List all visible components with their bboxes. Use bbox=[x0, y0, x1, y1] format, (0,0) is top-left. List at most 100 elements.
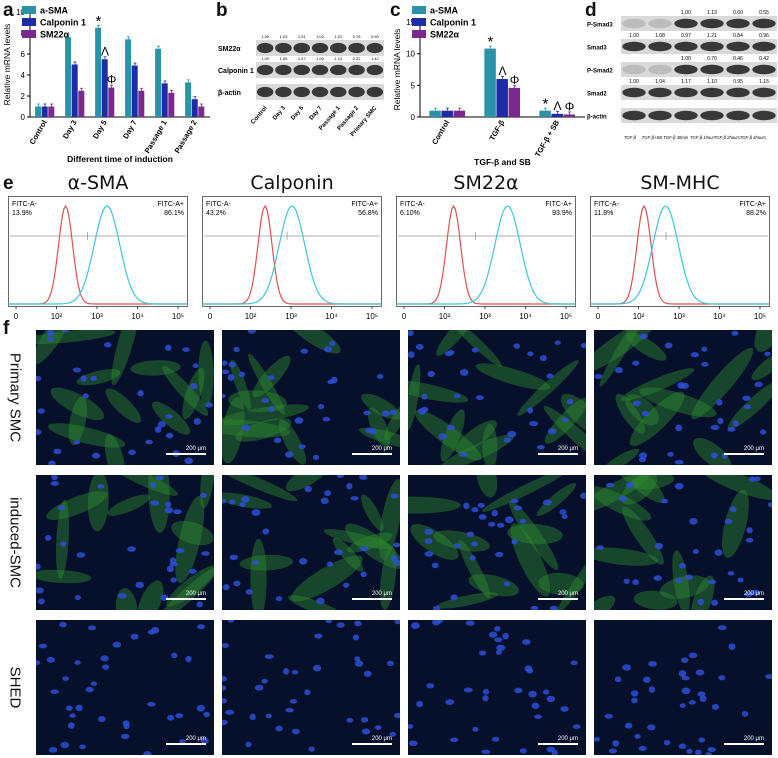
nucleus bbox=[46, 656, 56, 663]
blot-band-value: 0.95 bbox=[733, 79, 743, 85]
blot-band bbox=[293, 42, 310, 54]
nucleus bbox=[684, 574, 693, 581]
blot-band bbox=[622, 110, 646, 121]
flow-x-tick-label: 10² bbox=[439, 312, 451, 321]
nucleus bbox=[222, 719, 228, 726]
nucleus bbox=[491, 736, 500, 742]
blot-band bbox=[348, 64, 365, 76]
blot-band bbox=[275, 86, 292, 98]
cell-stain bbox=[380, 546, 397, 610]
blot-band bbox=[700, 41, 724, 52]
nucleus bbox=[80, 375, 87, 382]
cell-stain bbox=[620, 368, 695, 401]
nucleus bbox=[329, 340, 336, 346]
nucleus bbox=[554, 340, 561, 345]
flow-x-tick-label: 0 bbox=[596, 312, 601, 321]
nucleus bbox=[308, 746, 315, 752]
nucleus bbox=[754, 381, 763, 388]
nucleus bbox=[596, 545, 605, 550]
cell-stain bbox=[625, 332, 667, 361]
nucleus bbox=[513, 505, 523, 511]
nucleus bbox=[503, 437, 512, 443]
nucleus bbox=[169, 561, 178, 567]
nucleus bbox=[363, 410, 371, 416]
nucleus bbox=[408, 351, 415, 359]
nucleus bbox=[36, 429, 42, 436]
nucleus bbox=[534, 714, 542, 719]
cell-stain bbox=[285, 475, 330, 492]
blot-band bbox=[726, 18, 750, 29]
nucleus bbox=[717, 417, 724, 425]
nucleus bbox=[432, 605, 441, 610]
blot-row-label: β-actin bbox=[587, 115, 607, 121]
scale-bar-label: 200 μm bbox=[185, 446, 206, 452]
blot-band bbox=[330, 42, 347, 54]
cell-stain bbox=[510, 523, 551, 597]
flow-neg-label: FITC-A- bbox=[594, 201, 620, 208]
nucleus bbox=[317, 403, 325, 410]
blot-band-value: 1.00 bbox=[629, 33, 639, 39]
flow-histogram: FITC-A- 11.8% FITC-A+ 88.2% 0 10² 10³ 10⁴ 10⁵ bbox=[590, 196, 770, 321]
scale-bar bbox=[724, 743, 764, 745]
blot-band bbox=[700, 87, 724, 98]
nucleus bbox=[695, 669, 705, 676]
cell-stain bbox=[200, 475, 214, 509]
micrograph-canvas bbox=[594, 475, 772, 610]
blot-band bbox=[256, 64, 274, 76]
nucleus bbox=[759, 429, 767, 435]
micrograph-canvas bbox=[594, 330, 772, 465]
flow-histogram: FITC-A- 13.9% FITC-A+ 86.1% 0 10² 10³ 10⁴ 10⁵ bbox=[8, 196, 188, 321]
blot-band-value: 0.97 bbox=[681, 33, 691, 39]
flow-title: SM22α bbox=[453, 172, 519, 194]
cell-stain bbox=[115, 588, 138, 610]
nucleus bbox=[641, 410, 650, 417]
scale-bar-label: 200 μm bbox=[557, 446, 578, 452]
nucleus bbox=[92, 452, 101, 459]
blot-band bbox=[700, 110, 724, 121]
cell-stain bbox=[468, 574, 520, 597]
cell-stain bbox=[408, 364, 421, 430]
nucleus bbox=[570, 660, 578, 666]
blot-band bbox=[311, 42, 329, 54]
nucleus bbox=[74, 660, 81, 665]
nucleus bbox=[727, 571, 735, 576]
blot-d: P-Smad3 1.00 1.13 0.60 0.55 Smad3 1.00 1.08 0.97… bbox=[587, 10, 777, 140]
y-tick-label: 10 bbox=[16, 8, 25, 17]
micrograph-image: 200 μm bbox=[594, 620, 772, 755]
cell-stain bbox=[622, 506, 664, 565]
nucleus bbox=[392, 542, 400, 548]
scale-bar bbox=[724, 453, 764, 455]
nucleus bbox=[507, 430, 517, 438]
blot-band-value: 1.02 bbox=[316, 34, 325, 39]
nucleus bbox=[197, 624, 205, 630]
cell-stain bbox=[691, 347, 754, 420]
nucleus bbox=[222, 498, 227, 504]
bar-sm22α bbox=[168, 92, 175, 117]
nucleus bbox=[677, 382, 685, 389]
nucleus bbox=[265, 713, 272, 719]
nucleus bbox=[390, 555, 399, 562]
nucleus bbox=[648, 686, 655, 693]
nucleus bbox=[471, 347, 479, 353]
nucleus bbox=[692, 548, 699, 555]
nucleus bbox=[155, 475, 165, 481]
nucleus bbox=[350, 496, 359, 501]
blot-band bbox=[366, 42, 384, 54]
cell-stain bbox=[414, 410, 482, 461]
nucleus bbox=[121, 733, 130, 740]
nucleus bbox=[175, 713, 184, 719]
flow-neg-value: 13.9% bbox=[12, 210, 32, 217]
chart-c: 0 5 10 15 Relative mRNA levels Control TGF-β TG… bbox=[392, 6, 585, 167]
cell-stain bbox=[222, 404, 309, 426]
nucleus bbox=[200, 737, 209, 745]
blot-band bbox=[752, 87, 776, 98]
y-tick-label: 0 bbox=[411, 113, 416, 122]
nucleus bbox=[494, 551, 504, 557]
nucleus bbox=[710, 424, 720, 431]
nucleus bbox=[85, 686, 94, 693]
nucleus bbox=[504, 516, 514, 524]
nucleus bbox=[304, 689, 311, 696]
cell-stain bbox=[556, 536, 586, 610]
blot-band bbox=[752, 64, 776, 75]
blot-band bbox=[311, 64, 329, 76]
